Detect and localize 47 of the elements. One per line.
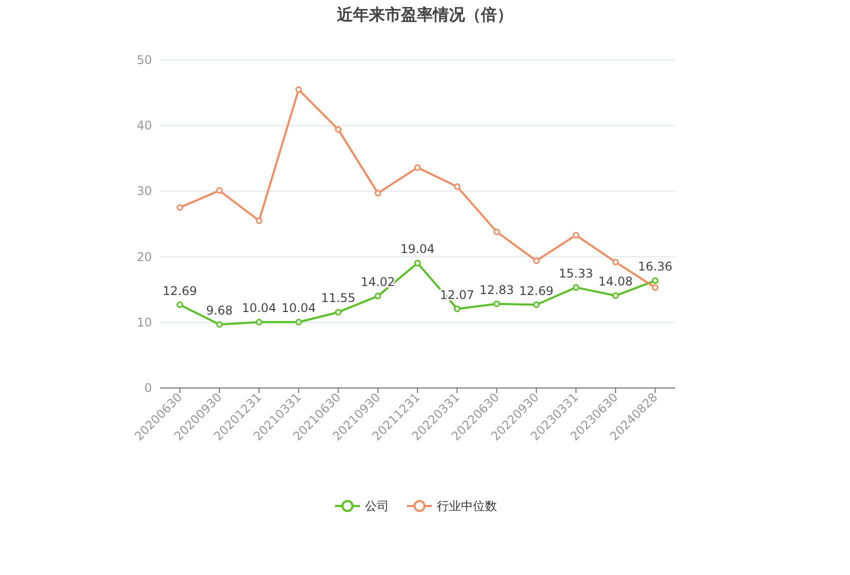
data-label: 11.55 — [321, 291, 356, 306]
chart-title: 近年来市盈率情况（倍） — [336, 5, 513, 24]
data-label: 16.36 — [638, 260, 672, 274]
point — [493, 228, 500, 236]
legend-label: 公司 — [365, 499, 389, 513]
y-tick-label: 10 — [136, 315, 152, 330]
point — [295, 318, 302, 326]
legend-label: 行业中位数 — [437, 499, 497, 513]
y-tick-label: 50 — [136, 53, 152, 67]
data-label: 9.68 — [206, 304, 233, 318]
point — [572, 232, 580, 238]
data-label: 15.33 — [558, 266, 594, 280]
point — [176, 302, 184, 308]
point — [335, 308, 342, 316]
point — [176, 204, 184, 211]
point — [256, 318, 262, 326]
point — [454, 183, 460, 190]
point — [216, 187, 223, 194]
y-tick-label: 20 — [136, 250, 152, 264]
point — [454, 306, 460, 312]
point — [256, 217, 262, 224]
data-label: 12.83 — [480, 282, 514, 297]
y-tick-label: 40 — [136, 118, 152, 133]
data-label: 10.04 — [242, 301, 276, 316]
point — [612, 292, 619, 299]
point — [335, 126, 342, 133]
point — [533, 302, 540, 308]
point — [295, 86, 302, 93]
point — [652, 277, 658, 284]
point — [414, 260, 421, 266]
point — [572, 284, 580, 291]
data-label: 19.04 — [400, 242, 435, 256]
point — [216, 321, 223, 328]
point — [493, 300, 500, 308]
data-label: 10.04 — [281, 301, 316, 316]
point — [374, 190, 382, 196]
point — [533, 257, 540, 264]
y-tick-label: 0 — [144, 381, 152, 395]
point — [374, 292, 382, 300]
data-label: 12.69 — [162, 284, 197, 298]
data-label: 12.69 — [519, 284, 554, 298]
data-label: 14.08 — [598, 274, 633, 289]
data-label: 14.02 — [360, 275, 396, 290]
point — [612, 258, 619, 266]
y-tick-label: 30 — [136, 184, 152, 198]
point — [652, 284, 658, 291]
point — [414, 164, 421, 171]
